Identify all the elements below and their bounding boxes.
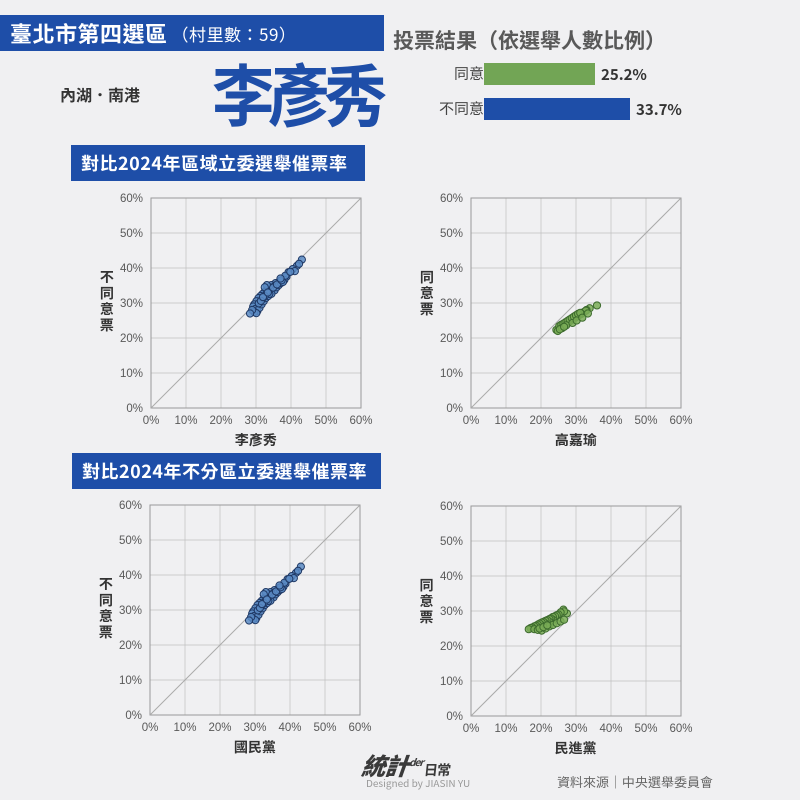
svg-text:60%: 60%: [439, 501, 462, 513]
svg-text:20%: 20%: [439, 641, 462, 653]
svg-text:20%: 20%: [209, 415, 232, 427]
svg-text:10%: 10%: [173, 722, 196, 734]
svg-text:50%: 50%: [634, 415, 657, 427]
svg-text:40%: 40%: [119, 570, 142, 582]
svg-text:60%: 60%: [669, 723, 692, 735]
svg-text:60%: 60%: [440, 193, 463, 205]
svg-text:0%: 0%: [125, 710, 142, 722]
svg-text:20%: 20%: [529, 415, 552, 427]
svg-text:0%: 0%: [143, 415, 160, 427]
svg-text:40%: 40%: [278, 722, 301, 734]
svg-text:10%: 10%: [494, 723, 517, 735]
svg-text:20%: 20%: [120, 333, 143, 345]
svg-text:10%: 10%: [439, 676, 462, 688]
svg-text:60%: 60%: [120, 193, 143, 205]
svg-text:0%: 0%: [142, 722, 159, 734]
svg-text:10%: 10%: [119, 675, 142, 687]
svg-text:0%: 0%: [446, 403, 463, 415]
svg-text:50%: 50%: [314, 415, 337, 427]
svg-text:40%: 40%: [120, 263, 143, 275]
svg-text:60%: 60%: [348, 722, 371, 734]
svg-text:60%: 60%: [119, 500, 142, 512]
svg-text:10%: 10%: [120, 368, 143, 380]
svg-text:40%: 40%: [279, 415, 302, 427]
svg-text:50%: 50%: [313, 722, 336, 734]
svg-text:30%: 30%: [119, 605, 142, 617]
svg-text:40%: 40%: [599, 415, 622, 427]
svg-text:0%: 0%: [463, 415, 480, 427]
svg-text:10%: 10%: [174, 415, 197, 427]
svg-text:30%: 30%: [439, 606, 462, 618]
svg-text:20%: 20%: [529, 723, 552, 735]
svg-text:10%: 10%: [440, 368, 463, 380]
svg-text:50%: 50%: [440, 228, 463, 240]
svg-text:40%: 40%: [599, 723, 622, 735]
svg-text:50%: 50%: [634, 723, 657, 735]
svg-text:20%: 20%: [208, 722, 231, 734]
svg-text:40%: 40%: [440, 263, 463, 275]
svg-text:20%: 20%: [440, 333, 463, 345]
svg-text:10%: 10%: [494, 415, 517, 427]
svg-text:40%: 40%: [439, 571, 462, 583]
svg-text:0%: 0%: [126, 403, 143, 415]
svg-text:30%: 30%: [120, 298, 143, 310]
svg-text:30%: 30%: [243, 722, 266, 734]
svg-text:30%: 30%: [564, 723, 587, 735]
svg-text:0%: 0%: [446, 711, 463, 723]
svg-text:30%: 30%: [440, 298, 463, 310]
svg-text:50%: 50%: [119, 535, 142, 547]
svg-text:30%: 30%: [244, 415, 267, 427]
svg-text:60%: 60%: [349, 415, 372, 427]
svg-text:50%: 50%: [439, 536, 462, 548]
svg-text:30%: 30%: [564, 415, 587, 427]
svg-text:20%: 20%: [119, 640, 142, 652]
svg-text:0%: 0%: [462, 723, 479, 735]
svg-text:50%: 50%: [120, 228, 143, 240]
svg-text:60%: 60%: [669, 415, 692, 427]
